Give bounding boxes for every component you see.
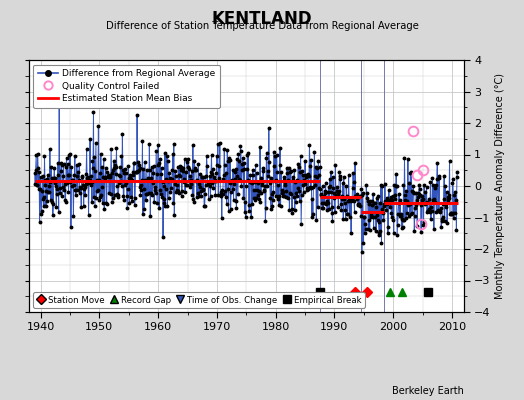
Text: KENTLAND: KENTLAND xyxy=(212,10,312,28)
Legend: Station Move, Record Gap, Time of Obs. Change, Empirical Break: Station Move, Record Gap, Time of Obs. C… xyxy=(33,292,365,308)
Y-axis label: Monthly Temperature Anomaly Difference (°C): Monthly Temperature Anomaly Difference (… xyxy=(495,73,505,299)
Text: Berkeley Earth: Berkeley Earth xyxy=(392,386,464,396)
Text: Difference of Station Temperature Data from Regional Average: Difference of Station Temperature Data f… xyxy=(105,21,419,31)
